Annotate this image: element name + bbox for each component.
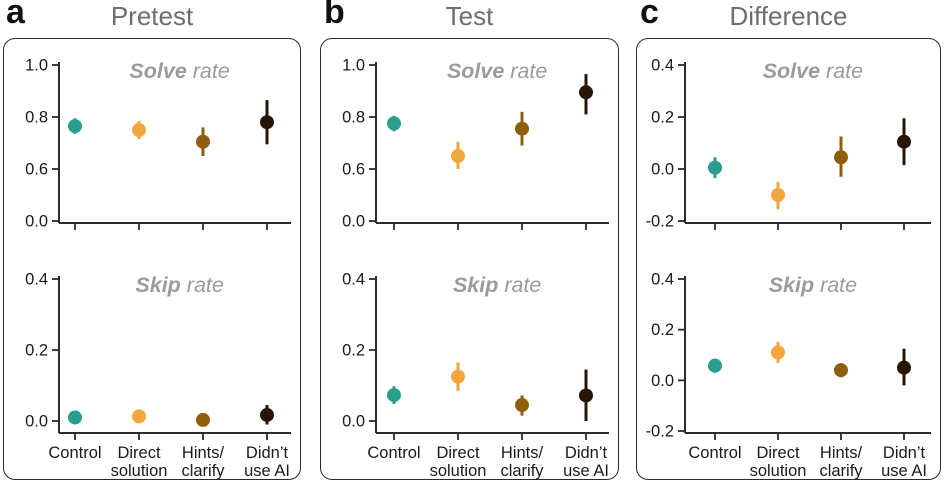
y-tick-label: 0.0 [342,213,365,231]
data-point-didnt-use-ai [260,407,274,422]
data-point-didnt-use-ai [897,360,911,375]
x-category-label-control: Control [688,444,741,462]
x-category-label-didnt-use-ai: use AI [563,462,609,480]
panel-title-difference: Difference [729,1,848,31]
data-point-didnt-use-ai [260,115,274,130]
subplot-title: Skip rate [453,273,541,297]
y-tick-label: 0.2 [342,342,365,360]
data-point-didnt-use-ai [897,134,911,149]
panel-box-pretest: 1.0 0.8 0.6 0.0 Solve rate 0.4 0.2 0.0 Skip rate… [3,38,301,480]
y-tick-label: 0.4 [25,271,48,289]
data-point-control [387,388,401,403]
data-point-hints-clarify [834,150,848,165]
data-point-didnt-use-ai [579,85,593,100]
x-category-label-direct-solution: Direct [117,444,161,462]
subplot-title: Solve rate [447,59,547,83]
x-category-label-direct-solution: Direct [436,444,480,462]
data-point-hints-clarify [515,121,529,136]
data-point-hints-clarify [196,134,210,149]
panel-chart-c: 0.4 0.2 0.0 -0.2 Solve rate 0.4 0.2 0.0 -0.2 Skip… [646,57,931,480]
x-category-label-direct-solution: solution [111,462,168,480]
panel-chart-a: 1.0 0.8 0.6 0.0 Solve rate 0.4 0.2 0.0 Skip rate… [25,57,291,480]
data-point-direct-solution [132,123,146,137]
x-category-label-hints-clarify: Hints/ [501,444,544,462]
data-point-direct-solution [771,188,785,202]
x-category-label-hints-clarify: Hints/ [182,444,225,462]
data-point-control [68,119,82,134]
panel-title-pretest: Pretest [110,1,194,31]
data-point-control [387,116,401,131]
y-tick-label: 0.4 [651,271,674,289]
subplot-solve: 1.0 0.8 0.6 0.0 Solve rate [25,57,291,231]
x-category-label-direct-solution: Direct [756,444,800,462]
x-category-label-control: Control [48,444,101,462]
x-category-label-control: Control [367,444,420,462]
subplot-solve: 1.0 0.8 0.6 0.0 Solve rate [342,57,609,231]
y-tick-label: 0.2 [651,109,674,127]
subplot-title: Solve rate [763,59,863,83]
data-point-didnt-use-ai [579,388,593,403]
panel-letter-c: c [640,0,659,31]
data-point-direct-solution [451,149,465,163]
x-category-label-didnt-use-ai: use AI [244,462,290,480]
x-category-label-didnt-use-ai: Didn’t [565,444,608,462]
y-tick-label: 1.0 [342,57,365,75]
y-tick-label: 1.0 [25,57,48,75]
subplot-skip: 0.4 0.2 0.0 -0.2 Skip rate Control Directsolut… [646,271,931,480]
panel-box-difference: 0.4 0.2 0.0 -0.2 Solve rate 0.4 0.2 0.0 -0.2 Skip… [636,38,941,480]
y-tick-label: 0.0 [342,413,365,431]
panel-title-test: Test [445,1,494,31]
y-tick-label: 0.8 [342,109,365,127]
data-point-direct-solution [132,409,146,424]
y-tick-label: -0.2 [646,423,674,441]
y-tick-label: 0.2 [651,321,674,339]
data-point-control [68,410,82,425]
x-category-label-hints-clarify: clarify [181,462,225,480]
panel-letter-b: b [324,0,345,31]
y-tick-label: 0.6 [342,161,365,179]
y-tick-label: -0.2 [646,213,674,231]
data-point-direct-solution [451,369,465,384]
panel-letter-a: a [6,0,25,31]
x-category-label-didnt-use-ai: use AI [881,462,927,480]
y-tick-label: 0.0 [651,161,674,179]
y-tick-label: 0.4 [342,271,365,289]
data-point-hints-clarify [515,398,529,413]
subplot-title: Solve rate [129,59,229,83]
subplot-solve: 0.4 0.2 0.0 -0.2 Solve rate [646,57,931,231]
y-tick-label: 0.2 [25,342,48,360]
data-point-hints-clarify [196,412,210,427]
panel-box-test: 1.0 0.8 0.6 0.0 Solve rate 0.4 0.2 0.0 Skip rate… [320,38,619,480]
y-tick-label: 0.0 [25,213,48,231]
panel-chart-b: 1.0 0.8 0.6 0.0 Solve rate 0.4 0.2 0.0 Skip rate… [342,57,609,480]
x-category-label-didnt-use-ai: Didn’t [883,444,926,462]
data-point-control [708,358,722,373]
data-point-control [708,160,722,175]
data-point-hints-clarify [834,363,848,378]
y-tick-label: 0.6 [25,161,48,179]
subplot-title: Skip rate [135,273,223,297]
x-category-label-direct-solution: solution [430,462,487,480]
y-tick-label: 0.0 [651,372,674,390]
data-point-direct-solution [771,345,785,360]
x-category-label-hints-clarify: clarify [500,462,544,480]
x-category-label-didnt-use-ai: Didn’t [246,444,289,462]
x-category-label-direct-solution: solution [750,462,807,480]
y-tick-label: 0.8 [25,109,48,127]
x-category-label-hints-clarify: clarify [819,462,863,480]
y-tick-label: 0.0 [25,413,48,431]
subplot-title: Skip rate [769,273,857,297]
y-tick-label: 0.4 [651,57,674,75]
x-category-label-hints-clarify: Hints/ [820,444,863,462]
